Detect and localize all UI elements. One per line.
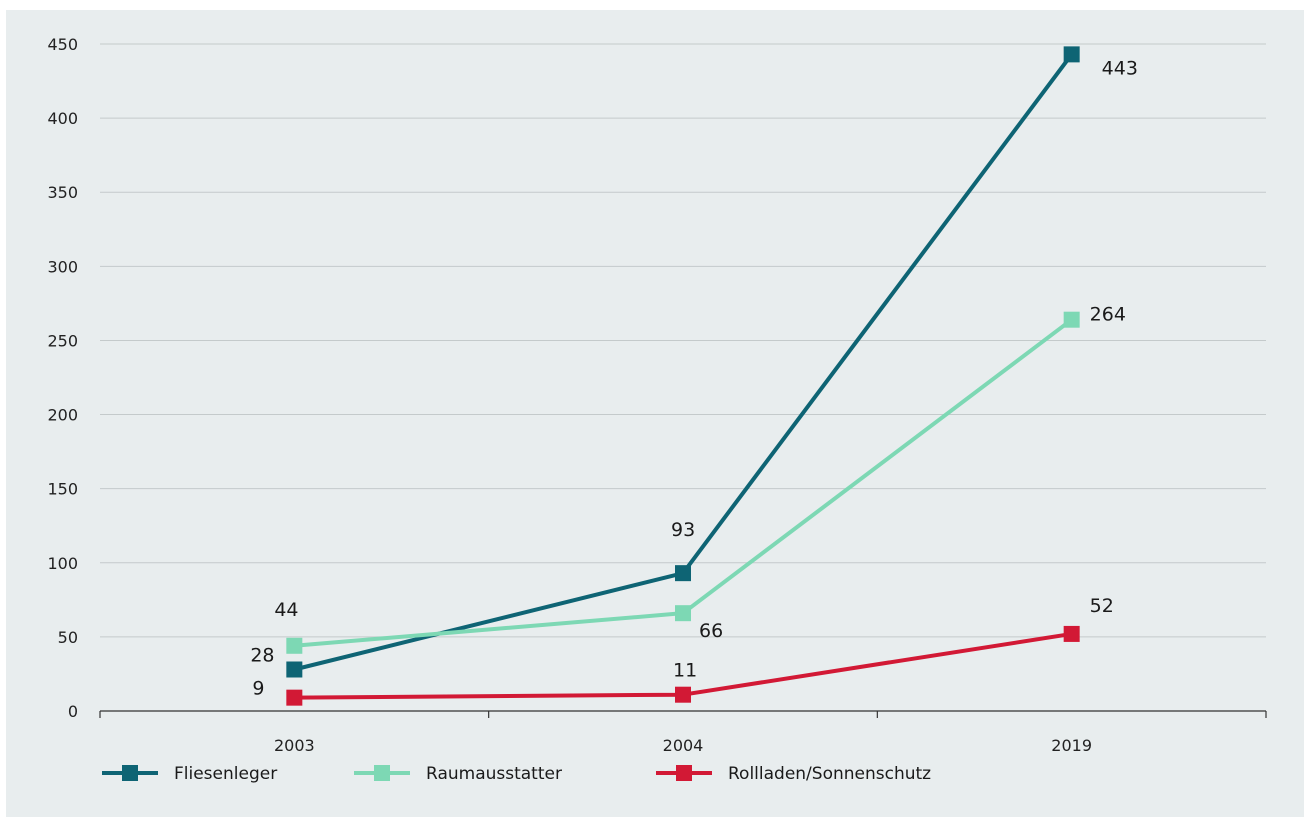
legend-label: Fliesenleger xyxy=(174,764,277,784)
data-label: 11 xyxy=(673,660,697,682)
y-tick-label: 300 xyxy=(47,257,78,276)
gridlines xyxy=(100,43,1266,638)
x-tick-label: 2003 xyxy=(274,736,315,755)
series-line-1 xyxy=(294,318,1073,648)
data-label: 66 xyxy=(699,620,723,642)
y-tick-label: 150 xyxy=(47,480,78,499)
y-tick-label: 100 xyxy=(47,554,78,573)
data-label: 28 xyxy=(250,644,274,666)
data-label: 264 xyxy=(1090,304,1126,326)
legend-item: Rollladen/Sonnenschutz xyxy=(656,764,931,784)
data-point xyxy=(286,689,303,706)
legend-marker xyxy=(676,765,692,781)
legend-item: Raumausstatter xyxy=(354,764,562,784)
data-point xyxy=(675,686,691,703)
legend-marker xyxy=(374,765,390,781)
data-point xyxy=(1063,46,1080,63)
y-tick-label: 200 xyxy=(47,406,78,425)
data-point xyxy=(675,565,691,582)
y-tick-label: 50 xyxy=(58,628,78,647)
data-point xyxy=(1063,625,1080,642)
y-tick-label: 0 xyxy=(68,702,78,721)
y-tick-label: 250 xyxy=(47,331,78,350)
series-lines xyxy=(286,46,1080,706)
legend-item: Fliesenleger xyxy=(102,764,277,784)
data-point xyxy=(286,661,303,678)
legend-label: Raumausstatter xyxy=(426,764,562,784)
data-label: 52 xyxy=(1090,595,1114,617)
chart-panel: 0 50 100 150 200 250 300 350 400 450 2003 2004 2019 … xyxy=(6,10,1304,817)
legend-marker xyxy=(122,765,138,781)
legend-label: Rollladen/Sonnenschutz xyxy=(728,764,931,784)
y-tick-label: 400 xyxy=(47,109,78,128)
x-tick-label: 2019 xyxy=(1051,736,1092,755)
data-labels: 28 93 443 44 66 264 9 11 52 xyxy=(250,57,1138,699)
data-label: 9 xyxy=(252,678,264,700)
data-label: 93 xyxy=(671,519,695,541)
legend: Fliesenleger Raumausstatter Rollladen/Sonn… xyxy=(102,764,931,784)
data-label: 443 xyxy=(1102,57,1138,79)
y-tick-label: 450 xyxy=(47,35,78,54)
data-point xyxy=(1063,311,1080,328)
x-tick-label: 2004 xyxy=(663,736,704,755)
axes: 0 50 100 150 200 250 300 350 400 450 2003 2004 2019 xyxy=(47,35,1267,755)
data-label: 44 xyxy=(274,599,298,621)
y-tick-label: 350 xyxy=(47,183,78,202)
data-point xyxy=(286,637,303,654)
data-point xyxy=(675,605,691,622)
